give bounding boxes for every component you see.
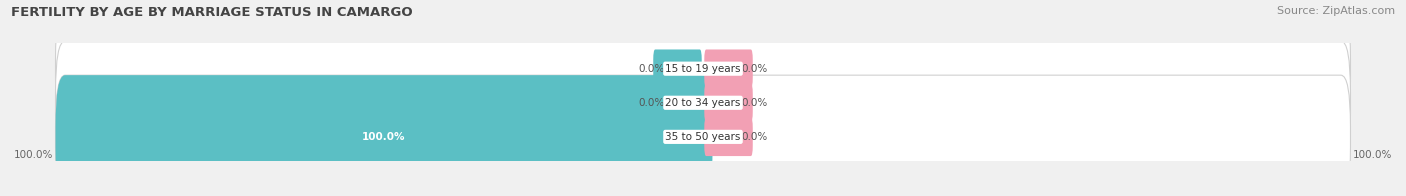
Text: 0.0%: 0.0% <box>741 132 768 142</box>
FancyBboxPatch shape <box>55 75 713 196</box>
Text: 35 to 50 years: 35 to 50 years <box>665 132 741 142</box>
Text: 100.0%: 100.0% <box>363 132 406 142</box>
FancyBboxPatch shape <box>704 118 752 156</box>
Text: 0.0%: 0.0% <box>638 64 665 74</box>
FancyBboxPatch shape <box>704 49 752 88</box>
Text: 15 to 19 years: 15 to 19 years <box>665 64 741 74</box>
Text: 0.0%: 0.0% <box>741 98 768 108</box>
FancyBboxPatch shape <box>704 83 752 122</box>
FancyBboxPatch shape <box>55 7 1351 130</box>
FancyBboxPatch shape <box>654 83 702 122</box>
Text: Source: ZipAtlas.com: Source: ZipAtlas.com <box>1277 6 1395 16</box>
Text: 0.0%: 0.0% <box>638 98 665 108</box>
Text: 100.0%: 100.0% <box>14 150 53 160</box>
Text: FERTILITY BY AGE BY MARRIAGE STATUS IN CAMARGO: FERTILITY BY AGE BY MARRIAGE STATUS IN C… <box>11 6 413 19</box>
Text: 20 to 34 years: 20 to 34 years <box>665 98 741 108</box>
FancyBboxPatch shape <box>654 49 702 88</box>
Text: 100.0%: 100.0% <box>1353 150 1392 160</box>
FancyBboxPatch shape <box>654 118 702 156</box>
Text: 0.0%: 0.0% <box>741 64 768 74</box>
FancyBboxPatch shape <box>55 75 1351 196</box>
FancyBboxPatch shape <box>55 41 1351 164</box>
